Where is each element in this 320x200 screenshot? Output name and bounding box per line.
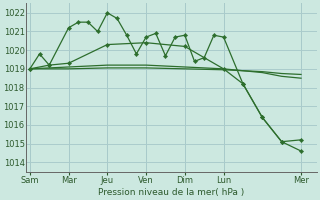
X-axis label: Pression niveau de la mer( hPa ): Pression niveau de la mer( hPa ) <box>98 188 244 197</box>
